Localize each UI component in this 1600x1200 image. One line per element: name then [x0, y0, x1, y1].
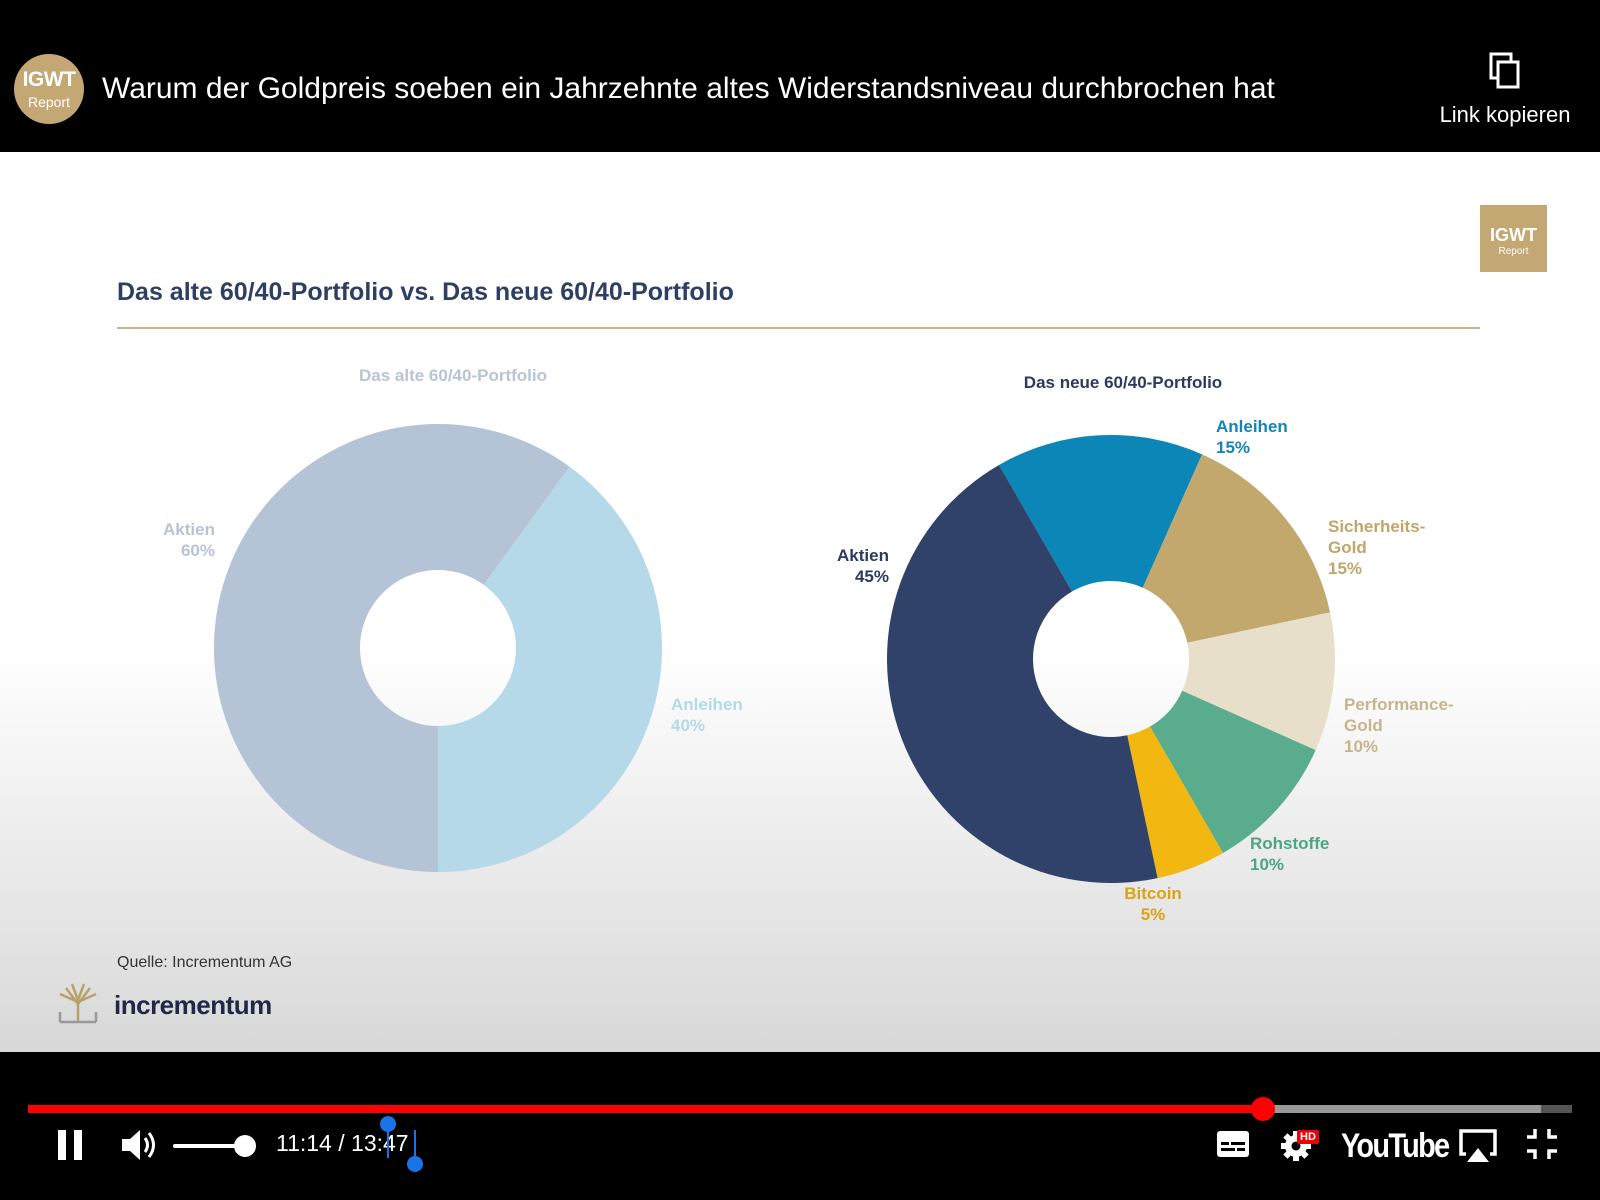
chart2-slice-anleihen: [999, 435, 1203, 592]
text-selection-end-handle[interactable]: [407, 1156, 423, 1172]
text-selection-end-cursor: [414, 1130, 416, 1158]
chart-title-1: Das alte 60/40-Portfolio: [359, 366, 547, 385]
incrementum-logo: incrementum: [56, 982, 296, 1032]
played-bar: [28, 1105, 1264, 1113]
brand-logo-text: IGWT: [1490, 225, 1537, 245]
chart2-slice-performance: [1182, 612, 1335, 751]
chart2-slice-rohstoffe: [1150, 690, 1316, 853]
title-divider: [117, 327, 1480, 329]
hd-badge: HD: [1297, 1130, 1319, 1144]
source-note: Quelle: Incrementum AG: [117, 954, 293, 971]
chart2-label-anleihen: Anleihen 15%: [1216, 417, 1288, 457]
copy-link-button[interactable]: Link kopieren: [1420, 52, 1590, 132]
channel-avatar-text: IGWT: [22, 68, 76, 91]
progress-bar[interactable]: [28, 1097, 1572, 1121]
copy-icon: [1489, 52, 1520, 89]
brand-logo-subtext: Report: [1498, 246, 1529, 257]
brand-logo-box: IGWT Report: [1480, 205, 1547, 272]
text-selection-start-handle[interactable]: [380, 1116, 396, 1132]
chart2-label-rohstoffe: Rohstoffe 10%: [1250, 834, 1329, 874]
time-display: 11:14 / 13:47: [276, 1130, 409, 1157]
current-time: 11:14: [276, 1130, 332, 1156]
slide-title: Das alte 60/40-Portfolio vs. Das neue 60…: [117, 278, 734, 306]
chart2-label-sicherheits: Sicherheits-Gold 15%: [1328, 517, 1425, 578]
chart2-slice-bitcoin: [1127, 726, 1223, 879]
chart2-label-bitcoin: Bitcoin 5%: [1124, 884, 1182, 924]
youtube-logo[interactable]: YouTube: [1341, 1127, 1450, 1165]
channel-avatar[interactable]: IGWT Report: [14, 54, 84, 124]
time-separator: /: [331, 1130, 352, 1156]
video-title[interactable]: Warum der Goldpreis soeben ein Jahrzehnt…: [102, 72, 1275, 105]
portfolio-donut-charts: Das alte 60/40-Portfolio Aktien 60% Anleihe…: [163, 366, 1454, 924]
scrubber-handle[interactable]: [1251, 1097, 1276, 1121]
video-frame[interactable]: IGWT Report Das alte 60/40-Portfolio vs.…: [0, 152, 1600, 1052]
exit-fullscreen-icon[interactable]: [1526, 1128, 1558, 1160]
chart1-label-aktien: Aktien 60%: [163, 520, 215, 560]
channel-avatar-subtext: Report: [27, 94, 71, 110]
volume-knob[interactable]: [234, 1135, 256, 1157]
chart2-slice-aktien: [887, 465, 1158, 883]
chart1-slice-anleihen: [438, 466, 662, 872]
chart1-label-anleihen: Anleihen 40%: [671, 695, 743, 735]
video-title-bar: IGWT Report Warum der Goldpreis soeben e…: [0, 0, 1600, 152]
logo-wordmark: incrementum: [114, 990, 272, 1020]
tree-logo-icon: [58, 983, 98, 1024]
volume-icon[interactable]: [120, 1127, 158, 1163]
airplay-icon[interactable]: [1458, 1128, 1498, 1164]
copy-link-label: Link kopieren: [1439, 102, 1571, 127]
text-selection-start-cursor: [387, 1130, 389, 1158]
chart1-slice-aktien: [213, 424, 570, 872]
pause-icon[interactable]: [56, 1128, 84, 1162]
chart2-slice-sicherheits: [1142, 454, 1331, 643]
chart2-label-aktien: Aktien 45%: [837, 546, 889, 586]
chart-title-2: Das neue 60/40-Portfolio: [1024, 373, 1222, 392]
volume-slider[interactable]: [173, 1144, 253, 1148]
subtitles-icon[interactable]: [1216, 1130, 1250, 1158]
total-time: 13:47: [351, 1130, 409, 1156]
chart2-label-performance: Performance-Gold 10%: [1344, 695, 1454, 756]
